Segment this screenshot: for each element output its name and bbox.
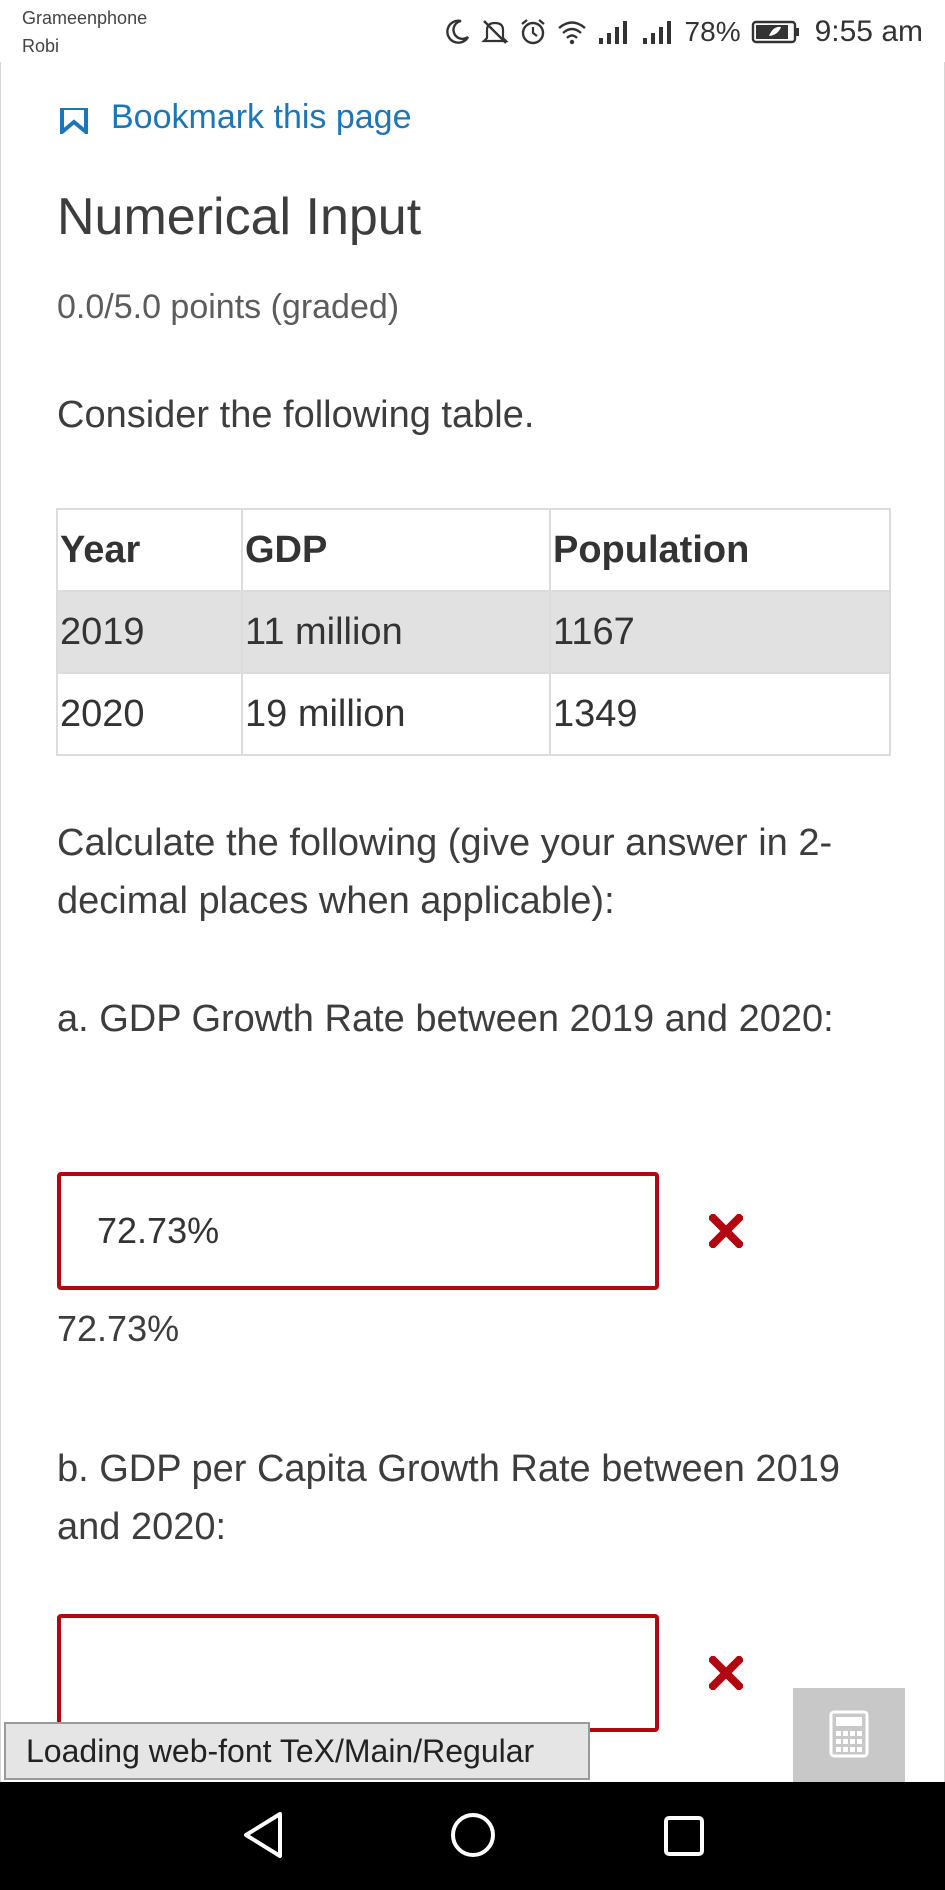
signal-icon bbox=[597, 18, 631, 46]
carrier-secondary: Robi bbox=[22, 36, 60, 56]
incorrect-icon bbox=[707, 1654, 745, 1695]
calculator-icon bbox=[829, 1710, 869, 1763]
battery-percent: 78% bbox=[684, 16, 741, 47]
table-header-row: Year GDP Population bbox=[56, 508, 891, 592]
loading-message: Loading web-font TeX/Main/Regular bbox=[4, 1722, 590, 1780]
recent-apps-icon[interactable] bbox=[662, 1814, 706, 1863]
bookmark-label: Bookmark this page bbox=[111, 98, 412, 136]
instructions-text: Calculate the following (give your answe… bbox=[57, 822, 833, 922]
alarm-icon bbox=[519, 18, 547, 46]
table-header: Population bbox=[549, 508, 891, 592]
answer-input-a[interactable]: 72.73% bbox=[57, 1172, 659, 1290]
table-header: GDP bbox=[241, 508, 551, 592]
intro-text: Consider the following table. bbox=[57, 394, 535, 436]
answer-input-b[interactable] bbox=[57, 1614, 659, 1732]
table-cell: 2020 bbox=[56, 672, 243, 756]
problem-title: Numerical Input bbox=[57, 188, 422, 246]
incorrect-icon bbox=[707, 1212, 745, 1253]
clock: 9:55 am bbox=[814, 15, 923, 48]
moon-icon bbox=[443, 18, 471, 46]
data-table: Year GDP Population 2019 11 million 1167… bbox=[56, 508, 891, 756]
question-a-label: a. GDP Growth Rate between 2019 and 2020… bbox=[57, 998, 834, 1040]
signal-icon-2 bbox=[641, 18, 675, 46]
carrier-primary: Grameenphone bbox=[22, 8, 148, 28]
table-row: 2020 19 million 1349 bbox=[56, 672, 891, 756]
answer-preview-a: 72.73% bbox=[57, 1308, 180, 1349]
bookmark-icon bbox=[59, 104, 89, 143]
back-icon[interactable] bbox=[240, 1810, 286, 1865]
points-label: 0.0/5.0 points (graded) bbox=[57, 288, 400, 326]
question-b-label: b. GDP per Capita Growth Rate between 20… bbox=[57, 1448, 840, 1548]
wifi-icon bbox=[557, 18, 587, 46]
table-cell: 11 million bbox=[241, 590, 551, 674]
table-row: 2019 11 million 1167 bbox=[56, 590, 891, 674]
table-cell: 19 million bbox=[241, 672, 551, 756]
status-bar: Grameenphone Robi 78% 9:55 am bbox=[0, 0, 945, 62]
home-icon[interactable] bbox=[448, 1810, 498, 1865]
table-header: Year bbox=[56, 508, 243, 592]
battery-icon bbox=[751, 18, 801, 46]
table-cell: 2019 bbox=[56, 590, 243, 674]
table-cell: 1167 bbox=[549, 590, 891, 674]
status-icons: 78% 9:55 am bbox=[443, 14, 923, 50]
calculator-button[interactable] bbox=[793, 1688, 905, 1784]
page-content: Bookmark this page Numerical Input 0.0/5… bbox=[0, 62, 945, 1782]
mute-icon bbox=[480, 18, 509, 46]
navigation-bar bbox=[0, 1782, 945, 1890]
table-cell: 1349 bbox=[549, 672, 891, 756]
